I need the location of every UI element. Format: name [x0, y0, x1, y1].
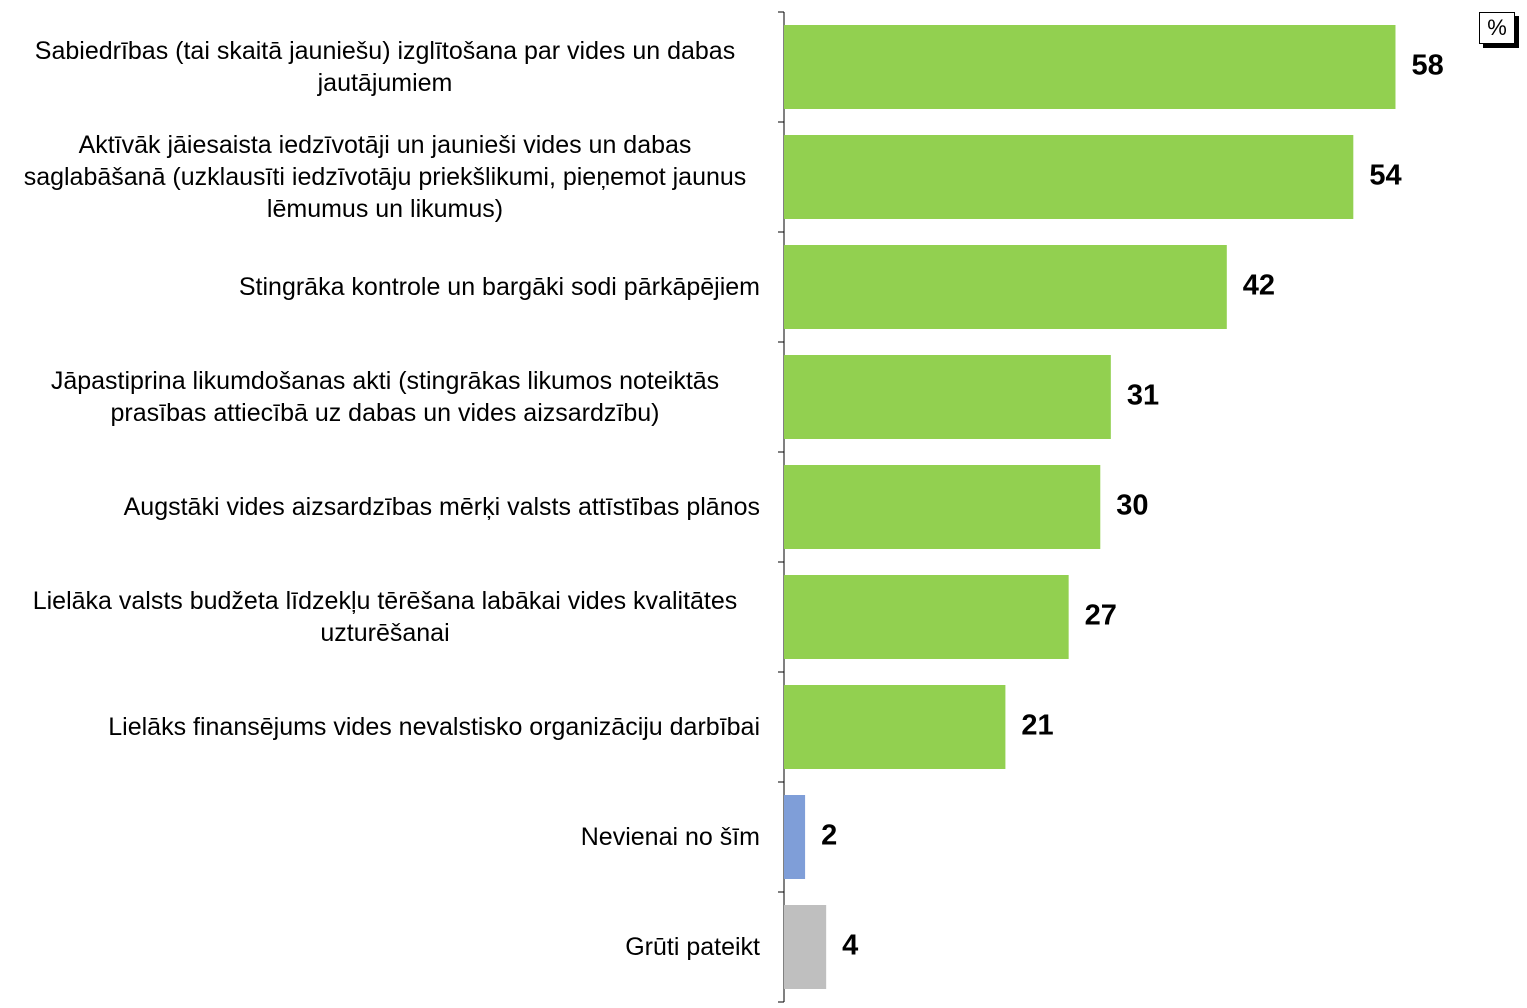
value-label: 27 [1085, 600, 1117, 632]
category-label-box: Aktīvāk jāiesaista iedzīvotāji un jaunie… [10, 122, 760, 232]
value-label: 31 [1127, 380, 1159, 412]
bar [784, 355, 1111, 439]
bar [784, 905, 827, 989]
bar [784, 25, 1396, 109]
category-label-box: Sabiedrības (tai skaitā jauniešu) izglīt… [10, 12, 760, 122]
bar [784, 135, 1354, 219]
bar [784, 685, 1006, 769]
category-label: Lielāka valsts budžeta līdzekļu tērēšana… [32, 587, 738, 647]
category-label: Nevienai no šīm [580, 823, 760, 851]
category-label: Jāpastiprina likumdošanas akti (stingrāk… [50, 367, 720, 427]
value-label: 58 [1411, 50, 1443, 82]
category-label: Sabiedrības (tai skaitā jauniešu) izglīt… [34, 37, 736, 97]
category-label-box: Lielāka valsts budžeta līdzekļu tērēšana… [10, 562, 760, 672]
value-label: 21 [1021, 710, 1053, 742]
category-label: Aktīvāk jāiesaista iedzīvotāji un jaunie… [23, 131, 747, 223]
bar [784, 795, 806, 879]
category-label-box: Nevienai no šīm [581, 782, 760, 892]
bar [784, 245, 1227, 329]
bar [784, 575, 1069, 659]
category-label-box: Stingrāka kontrole un bargāki sodi pārkā… [239, 232, 760, 342]
category-label: Grūti pateikt [625, 933, 760, 961]
category-label-box: Grūti pateikt [625, 892, 760, 1002]
value-label: 42 [1243, 270, 1275, 302]
value-label: 2 [821, 820, 837, 852]
category-label-box: Lielāks finansējums vides nevalstisko or… [108, 672, 760, 782]
category-label: Augstāki vides aizsardzības mērķi valsts… [123, 493, 760, 521]
category-label: Stingrāka kontrole un bargāki sodi pārkā… [238, 273, 760, 301]
category-label: Lielāks finansējums vides nevalstisko or… [108, 713, 760, 741]
unit-label: % [1479, 12, 1515, 44]
category-label-box: Augstāki vides aizsardzības mērķi valsts… [124, 452, 760, 562]
value-label: 54 [1369, 160, 1401, 192]
value-label: 4 [842, 930, 858, 962]
value-label: 30 [1116, 490, 1148, 522]
category-label-box: Jāpastiprina likumdošanas akti (stingrāk… [10, 342, 760, 452]
bar [784, 465, 1101, 549]
